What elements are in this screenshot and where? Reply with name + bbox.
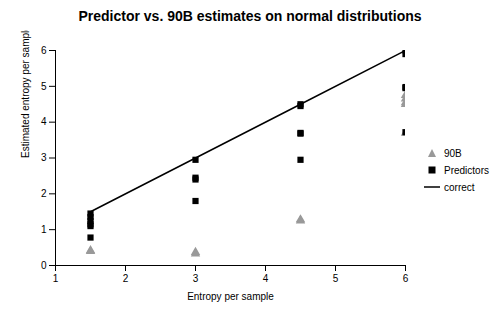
svg-text:1: 1 xyxy=(41,224,47,235)
html-text:Predictor vs. 90B estimates on: Predictor vs. 90B estimates on normal di… xyxy=(78,8,422,24)
svg-text:6: 6 xyxy=(403,273,409,284)
svg-text:2: 2 xyxy=(41,188,47,199)
svg-text:4: 4 xyxy=(41,116,47,127)
svg-text:2: 2 xyxy=(123,273,129,284)
svg-text:1: 1 xyxy=(53,273,59,284)
html-text:90B: 90B xyxy=(444,147,462,159)
svg-text:3: 3 xyxy=(193,273,199,284)
svg-text:Entropy per sample: Entropy per sample xyxy=(187,291,274,302)
svg-text:6: 6 xyxy=(41,45,47,56)
svg-text:5: 5 xyxy=(41,81,47,92)
svg-text:Estimated entropy per sample: Estimated entropy per sample xyxy=(20,30,31,158)
html-text:Predictors: Predictors xyxy=(444,164,489,176)
html-text:correct: correct xyxy=(444,181,475,193)
svg-text:5: 5 xyxy=(333,273,339,284)
svg-text:4: 4 xyxy=(263,273,269,284)
svg-text:0: 0 xyxy=(41,260,47,271)
svg-text:3: 3 xyxy=(41,152,47,163)
